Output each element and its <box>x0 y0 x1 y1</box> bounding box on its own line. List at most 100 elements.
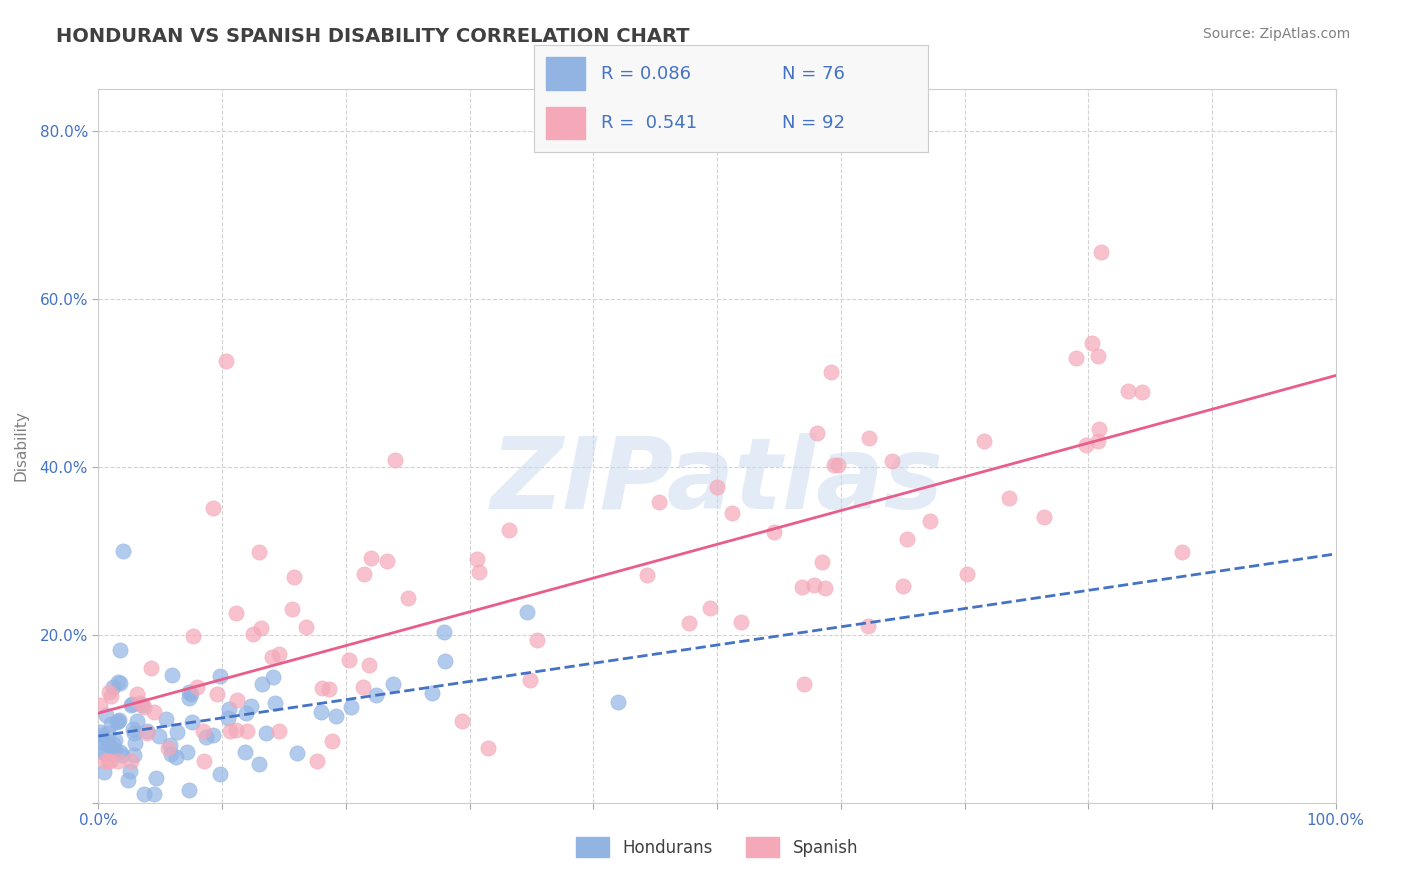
Point <box>396 591 419 606</box>
Point <box>94 754 117 768</box>
Point <box>384 453 406 467</box>
Point <box>120 754 142 768</box>
Point <box>318 682 340 697</box>
Point <box>706 480 728 494</box>
Text: R =  0.541: R = 0.541 <box>602 114 697 132</box>
Point <box>250 677 273 691</box>
Point <box>526 633 548 648</box>
Point <box>806 425 828 440</box>
Point <box>648 494 671 508</box>
Point <box>107 674 129 689</box>
Point <box>136 726 159 740</box>
Point <box>181 714 204 729</box>
FancyBboxPatch shape <box>546 107 585 139</box>
Point <box>364 688 387 702</box>
Point <box>283 570 305 584</box>
Point <box>880 454 903 468</box>
Point <box>956 566 979 581</box>
Point <box>104 743 127 757</box>
Point <box>94 708 117 723</box>
Point <box>159 738 181 752</box>
Point <box>763 524 786 539</box>
Point <box>607 695 630 709</box>
Point <box>262 670 284 684</box>
Point <box>1064 351 1087 366</box>
Point <box>465 551 488 566</box>
Point <box>793 677 815 691</box>
Point <box>856 618 879 632</box>
Point <box>820 365 842 379</box>
Point <box>124 725 146 739</box>
Point <box>858 431 880 445</box>
Point <box>823 458 845 472</box>
Point <box>811 555 834 569</box>
Legend: Hondurans, Spanish: Hondurans, Spanish <box>568 829 866 866</box>
Point <box>1090 245 1112 260</box>
Text: Source: ZipAtlas.com: Source: ZipAtlas.com <box>1202 27 1350 41</box>
Point <box>814 581 837 595</box>
Point <box>120 698 142 713</box>
Point <box>103 680 125 694</box>
Point <box>131 698 153 713</box>
Point <box>254 726 277 740</box>
Point <box>107 754 129 768</box>
Point <box>498 524 520 538</box>
Point <box>145 771 167 785</box>
Point <box>264 696 287 710</box>
Point <box>477 741 499 756</box>
Point <box>143 788 166 802</box>
Point <box>165 750 187 764</box>
Point <box>827 458 849 472</box>
Point <box>249 545 271 559</box>
Point <box>177 782 200 797</box>
Point <box>468 566 491 580</box>
Point <box>104 732 127 747</box>
Point <box>108 643 131 657</box>
Point <box>124 747 146 762</box>
Point <box>281 602 304 616</box>
Point <box>177 685 200 699</box>
Text: ZIPatlas: ZIPatlas <box>491 434 943 530</box>
Point <box>450 714 472 728</box>
Point <box>235 706 257 720</box>
Point <box>420 686 443 700</box>
Point <box>267 648 290 662</box>
Point <box>201 500 224 515</box>
Point <box>111 747 134 762</box>
Point <box>136 724 159 739</box>
Point <box>89 731 111 745</box>
Point <box>118 764 141 779</box>
Point <box>91 734 114 748</box>
Point <box>219 724 242 739</box>
Point <box>107 713 129 727</box>
Point <box>225 607 247 621</box>
Point <box>353 567 375 582</box>
Point <box>997 491 1019 506</box>
Point <box>97 754 120 768</box>
Point <box>1130 385 1153 400</box>
Point <box>1116 384 1139 399</box>
Point <box>148 729 170 743</box>
Text: N = 92: N = 92 <box>782 114 845 132</box>
Text: HONDURAN VS SPANISH DISABILITY CORRELATION CHART: HONDURAN VS SPANISH DISABILITY CORRELATI… <box>56 27 690 45</box>
Point <box>160 667 183 681</box>
Point <box>225 723 247 737</box>
Point <box>176 746 198 760</box>
Point <box>1087 434 1109 448</box>
FancyBboxPatch shape <box>546 57 585 89</box>
Point <box>1076 438 1098 452</box>
Point <box>311 705 333 719</box>
Point <box>516 605 538 619</box>
Point <box>375 553 398 567</box>
Point <box>519 673 541 688</box>
Point <box>1088 422 1111 436</box>
Point <box>260 650 283 665</box>
Point <box>117 772 139 787</box>
Point <box>121 722 143 736</box>
Point <box>128 696 150 710</box>
Point <box>112 544 135 558</box>
Point <box>100 690 122 704</box>
Point <box>201 729 224 743</box>
Point <box>1087 349 1109 363</box>
Point <box>180 687 202 701</box>
